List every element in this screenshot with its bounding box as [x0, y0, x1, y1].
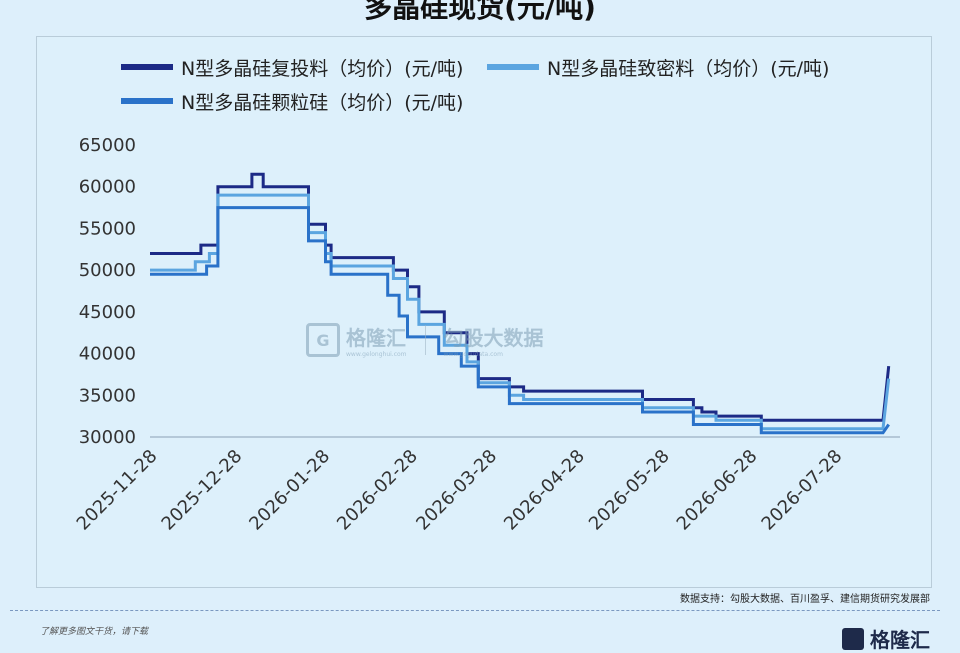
x-tick-label: 2026-07-28 — [758, 446, 847, 535]
legend-label-series-3: N型多晶硅颗粒硅（均价）(元/吨) — [181, 91, 464, 114]
x-tick-label: 2025-11-28 — [73, 446, 162, 535]
x-tick-label: 2026-02-28 — [333, 446, 422, 535]
watermark: G 格隆汇 www.gelonghui.com 勾股大数据 www.goguda… — [306, 322, 544, 358]
series-line-3 — [150, 206, 890, 435]
legend-item-series-1: N型多晶硅复投料（均价）(元/吨) — [121, 55, 464, 80]
x-tick-label: 2026-05-28 — [585, 446, 674, 535]
y-tick-label: 40000 — [79, 344, 136, 365]
source-note: 数据支持：勾股大数据、百川盈孚、建信期货研究发展部 — [680, 594, 930, 605]
legend-label-series-2: N型多晶硅致密料（均价）(元/吨) — [547, 57, 830, 80]
x-tick-label: 2026-06-28 — [673, 446, 762, 535]
footer-note: 了解更多图文干货，请下载 — [40, 627, 149, 637]
watermark-logo-icon: G — [306, 323, 340, 357]
x-tick-label: 2026-03-28 — [412, 446, 501, 535]
y-tick-label: 30000 — [79, 427, 136, 448]
legend-item-series-3: N型多晶硅颗粒硅（均价）(元/吨) — [121, 89, 464, 114]
footer-divider — [10, 610, 940, 611]
y-tick-label: 50000 — [79, 260, 136, 281]
y-tick-label: 35000 — [79, 385, 136, 406]
line-chart: 30000 35000 40000 45000 50000 55000 60000 65000… — [73, 135, 900, 535]
y-tick-label: 55000 — [79, 218, 136, 239]
x-tick-label: 2026-04-28 — [500, 446, 589, 535]
series-line-1 — [150, 172, 891, 422]
watermark-url-right: www.gogudata.com — [443, 351, 503, 358]
watermark-brand-right: 勾股大数据 — [443, 326, 544, 350]
legend-label-series-1: N型多晶硅复投料（均价）(元/吨) — [181, 57, 464, 80]
x-tick-label: 2025-12-28 — [158, 446, 247, 535]
legend-swatch-series-2 — [487, 64, 539, 70]
legend-swatch-series-3 — [121, 98, 173, 104]
watermark-url-left: www.gelonghui.com — [346, 351, 407, 358]
legend-item-series-2: N型多晶硅致密料（均价）(元/吨) — [487, 55, 830, 80]
y-tick-label: 60000 — [79, 177, 136, 198]
x-tick-label: 2026-01-28 — [245, 446, 334, 535]
chart-title: 多晶硅现货(元/吨) — [364, 0, 596, 24]
chart-frame: N型多晶硅复投料（均价）(元/吨) N型多晶硅致密料（均价）(元/吨) N型多晶… — [36, 36, 932, 588]
legend-swatch-series-1 — [121, 64, 173, 70]
watermark-brand-left: 格隆汇 — [346, 326, 406, 350]
series-line-2 — [150, 193, 891, 431]
watermark-separator — [424, 325, 426, 355]
y-tick-label: 65000 — [79, 135, 136, 156]
y-tick-label: 45000 — [79, 302, 136, 323]
